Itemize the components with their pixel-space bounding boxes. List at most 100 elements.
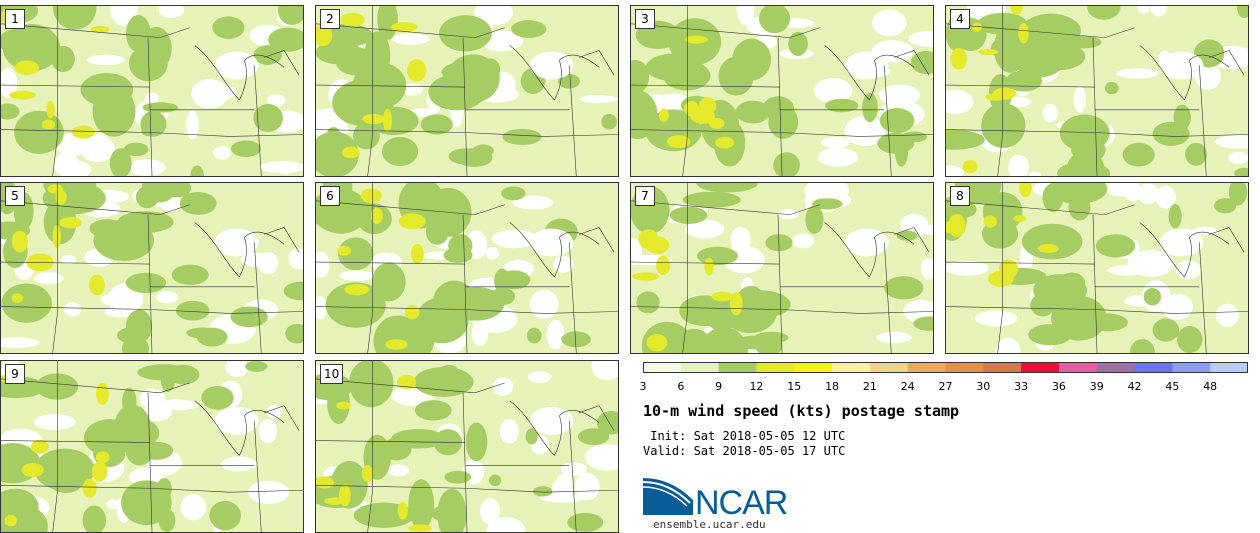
fresh-wind-region bbox=[410, 244, 424, 264]
moderate-wind-region bbox=[557, 73, 580, 89]
moderate-wind-region bbox=[601, 113, 618, 130]
moderate-wind-region bbox=[14, 110, 64, 154]
calm-wind-region bbox=[529, 228, 574, 257]
moderate-wind-region bbox=[1071, 136, 1106, 163]
moderate-wind-region bbox=[1214, 198, 1237, 214]
moderate-wind-region bbox=[773, 152, 800, 176]
calm-wind-region bbox=[1228, 151, 1248, 164]
state-boundary-line bbox=[367, 361, 373, 532]
moderate-wind-region bbox=[465, 422, 488, 462]
fresh-wind-region bbox=[90, 25, 110, 33]
member-number-label: 7 bbox=[635, 186, 655, 206]
state-boundary-line bbox=[579, 227, 615, 253]
moderate-wind-region bbox=[368, 106, 419, 136]
moderate-wind-region bbox=[896, 230, 918, 241]
colorbar-swatch bbox=[832, 362, 871, 373]
calm-wind-region bbox=[730, 226, 751, 254]
colorbar-swatch bbox=[983, 362, 1022, 373]
moderate-wind-region bbox=[186, 327, 219, 339]
fresh-wind-region bbox=[82, 478, 97, 498]
state-boundary-line bbox=[316, 484, 618, 493]
calm-wind-region bbox=[527, 370, 552, 383]
calm-wind-region bbox=[579, 95, 617, 104]
fresh-wind-region bbox=[690, 108, 716, 124]
calm-wind-region bbox=[546, 320, 565, 350]
state-boundary-line bbox=[631, 306, 933, 314]
moderate-wind-region bbox=[190, 165, 204, 176]
state-boundary-line bbox=[509, 400, 600, 456]
moderate-wind-region bbox=[732, 38, 772, 81]
state-boundary-line bbox=[824, 45, 915, 101]
state-boundary-line bbox=[316, 261, 466, 265]
state-boundary-line bbox=[946, 23, 1135, 38]
state-boundary-line bbox=[777, 37, 783, 176]
moderate-wind-region bbox=[946, 129, 985, 150]
calm-wind-region bbox=[844, 51, 889, 80]
colorbar-swatch bbox=[945, 362, 984, 373]
moderate-wind-region bbox=[414, 400, 452, 421]
moderate-wind-region bbox=[532, 486, 553, 497]
moderate-wind-region bbox=[179, 191, 217, 215]
calm-wind-region bbox=[946, 165, 965, 176]
member-number-label: 4 bbox=[950, 9, 970, 29]
fresh-wind-region bbox=[948, 213, 966, 238]
state-boundary-line bbox=[894, 227, 930, 253]
fresh-wind-region bbox=[9, 90, 36, 100]
calm-wind-region bbox=[156, 399, 198, 411]
member-number-label: 8 bbox=[950, 186, 970, 206]
moderate-wind-region bbox=[128, 45, 168, 82]
moderate-wind-region bbox=[438, 364, 459, 381]
fresh-wind-region bbox=[337, 245, 352, 256]
calm-wind-region bbox=[817, 147, 859, 167]
fresh-wind-region bbox=[708, 117, 725, 129]
fresh-wind-region bbox=[96, 382, 109, 406]
moderate-wind-region bbox=[501, 186, 526, 201]
state-boundary-line bbox=[194, 400, 285, 456]
state-boundary-line bbox=[316, 200, 505, 215]
moderate-wind-region bbox=[879, 108, 915, 134]
state-boundary-line bbox=[1199, 242, 1207, 353]
wind-speed-map bbox=[1, 361, 303, 532]
colorbar-tick-label: 15 bbox=[787, 380, 802, 393]
moderate-wind-region bbox=[862, 92, 878, 123]
state-boundary-line bbox=[631, 261, 781, 265]
moderate-wind-region bbox=[323, 126, 344, 168]
calm-wind-region bbox=[560, 462, 587, 476]
moderate-wind-region bbox=[883, 276, 924, 300]
state-boundary-line bbox=[1, 306, 303, 314]
moderate-wind-region bbox=[805, 205, 824, 234]
fresh-wind-region bbox=[397, 501, 408, 520]
calm-wind-region bbox=[591, 361, 618, 381]
moderate-wind-region bbox=[125, 435, 154, 466]
moderate-wind-region bbox=[53, 6, 97, 30]
colorbar-tick-label: 39 bbox=[1089, 380, 1104, 393]
calm-wind-region bbox=[844, 228, 889, 257]
calm-wind-region bbox=[492, 377, 514, 396]
moderate-wind-region bbox=[877, 132, 915, 154]
colorbar-swatch bbox=[718, 362, 757, 373]
moderate-wind-region bbox=[1028, 324, 1072, 346]
moderate-wind-region bbox=[327, 381, 350, 425]
moderate-wind-region bbox=[391, 429, 446, 449]
colorbar-swatch bbox=[1210, 362, 1248, 373]
state-boundary-line bbox=[194, 222, 285, 278]
state-boundary-line bbox=[1, 440, 151, 443]
state-boundary-line bbox=[1139, 45, 1230, 101]
calm-wind-region bbox=[920, 258, 933, 280]
colorbar-swatch bbox=[869, 362, 909, 373]
member-number-label: 10 bbox=[320, 364, 344, 384]
moderate-wind-region bbox=[1030, 293, 1056, 317]
colorbar-tick-label: 48 bbox=[1203, 380, 1218, 393]
moderate-wind-region bbox=[325, 282, 386, 328]
moderate-wind-region bbox=[109, 148, 132, 176]
moderate-wind-region bbox=[123, 142, 149, 157]
moderate-wind-region bbox=[89, 219, 125, 238]
calm-wind-region bbox=[156, 291, 179, 304]
state-boundary-line bbox=[569, 65, 577, 176]
moderate-wind-region bbox=[755, 335, 783, 353]
fresh-wind-region bbox=[336, 401, 351, 410]
moderate-wind-region bbox=[636, 291, 660, 314]
moderate-wind-region bbox=[1185, 142, 1207, 166]
moderate-wind-region bbox=[245, 361, 268, 372]
wind-speed-map bbox=[631, 6, 933, 176]
